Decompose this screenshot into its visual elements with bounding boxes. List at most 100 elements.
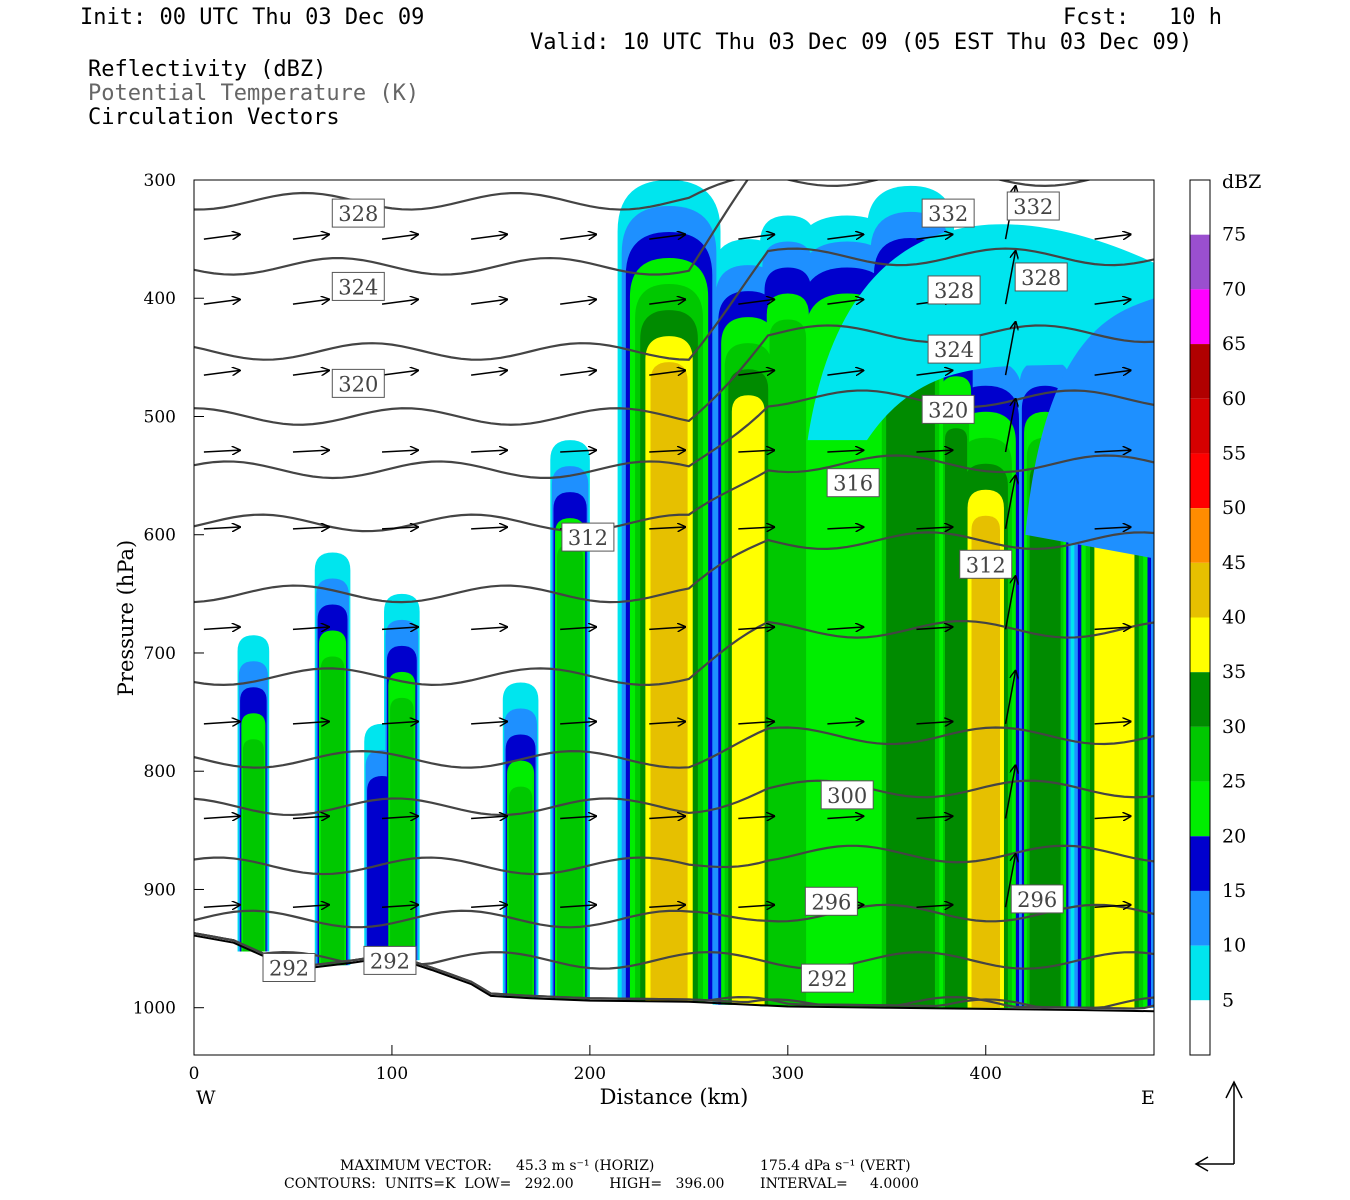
colorbar-level-label: 10: [1222, 935, 1246, 957]
circulation-vector: [1004, 854, 1016, 908]
colorbar-swatch: [1190, 289, 1210, 345]
theta-contour-label-box: [820, 780, 874, 810]
circulation-vector: [203, 234, 240, 239]
theta-contour: [194, 726, 1154, 769]
colorbar-swatch: [1190, 180, 1210, 235]
reflectivity-cell: [557, 544, 584, 1000]
theta-contour-label: 328: [1021, 266, 1061, 290]
colorbar-swatch: [1190, 617, 1210, 673]
circulation-vector: [292, 370, 329, 375]
circulation-vector: [292, 722, 329, 724]
colorbar-level-label: 25: [1222, 771, 1246, 793]
circulation-vector: [649, 450, 685, 452]
y-tick-label: 900: [144, 880, 176, 900]
circulation-vector: [203, 627, 240, 629]
circulation-vector: [1094, 527, 1131, 529]
circulation-vector: [381, 627, 418, 629]
circulation-vector: [203, 299, 240, 304]
x-tick-label: 200: [574, 1064, 606, 1084]
theta-contour-label-box: [959, 549, 1013, 579]
reflectivity-cell: [508, 786, 533, 998]
y-tick-label: 300: [144, 171, 176, 191]
field-label-vectors: Circulation Vectors: [88, 105, 340, 130]
colorbar-level-label: 45: [1222, 552, 1246, 574]
circulation-vector: [471, 370, 507, 375]
valid-time: Valid: 10 UTC Thu 03 Dec 09 (05 EST Thu …: [530, 30, 1193, 55]
circulation-vector: [203, 527, 240, 529]
y-axis-label: Pressure (hPa): [114, 540, 138, 696]
colorbar-swatch: [1190, 234, 1210, 290]
colorbar-level-label: 75: [1222, 224, 1246, 246]
y-tick-label: 800: [144, 762, 176, 782]
theta-contour: [194, 247, 1154, 361]
circulation-vector: [827, 816, 863, 818]
colorbar-level-label: 5: [1222, 989, 1234, 1011]
theta-contour-label: 320: [338, 372, 378, 396]
circulation-vector: [471, 450, 507, 452]
colorbar-unit: dBZ: [1222, 171, 1261, 193]
theta-contour: [194, 180, 749, 276]
circulation-vector: [916, 234, 952, 239]
reference-vector-arrow: [1194, 1080, 1243, 1172]
colorbar-swatch: [1190, 508, 1210, 563]
colorbar-level-label: 40: [1222, 607, 1246, 629]
circulation-vector: [292, 627, 329, 629]
colorbar-level-label: 70: [1222, 278, 1246, 300]
colorbar-level-label: 15: [1222, 880, 1246, 902]
reflectivity-cell: [1094, 430, 1135, 1008]
circulation-vector: [560, 370, 596, 375]
theta-contour-label-box: [921, 198, 975, 228]
circulation-vector: [560, 722, 596, 724]
theta-contour-label: 316: [833, 472, 873, 496]
plot-frame: [193, 179, 1155, 1056]
theta-contour-label-box: [262, 953, 316, 982]
circulation-vector: [1004, 576, 1016, 630]
theta-contour-label: 312: [568, 526, 608, 550]
field-label-reflectivity: Reflectivity (dBZ): [88, 57, 327, 82]
colorbar-swatch: [1190, 344, 1210, 399]
circulation-vector: [827, 450, 863, 452]
circulation-vector: [649, 370, 685, 375]
circulation-vector: [560, 234, 596, 239]
axes: 0 100 200 300 400 300 400 500 600 700 800 900 1000: [133, 171, 1002, 1084]
reflectivity-cell: [769, 319, 807, 1007]
max-vector-horiz: 45.3 m s⁻¹ (HORIZ): [516, 1158, 655, 1174]
circulation-vector: [738, 299, 774, 304]
circulation-vector: [1004, 765, 1016, 819]
colorbar-level-label: 35: [1222, 661, 1246, 683]
y-tick-label: 600: [144, 526, 176, 546]
circulation-vector: [827, 234, 863, 239]
colorbar-swatch: [1190, 836, 1210, 891]
theta-contour-label: 324: [338, 275, 378, 299]
circulation-vector: [203, 722, 240, 724]
colorbar-level-label: 65: [1222, 333, 1246, 355]
circulation-vector: [203, 816, 240, 818]
x-tick-label: 0: [189, 1064, 200, 1084]
theta-contour-labels: 328 324 320 312 316 332 332 328 328 324 320 312 300 2…: [262, 191, 1068, 993]
circulation-vector: [471, 816, 507, 818]
theta-contour-label-box: [363, 945, 417, 975]
theta-contour-label: 332: [928, 202, 968, 226]
theta-contour: [194, 531, 1154, 604]
circulation-vector: [203, 370, 240, 375]
theta-contour-label-box: [826, 468, 880, 498]
colorbar-frame: [1189, 179, 1211, 1056]
circulation-vector: [1094, 234, 1131, 239]
reflectivity-cell: [390, 697, 414, 961]
x-tick-label: 100: [376, 1064, 408, 1084]
x-tick-label: 300: [772, 1064, 804, 1084]
colorbar-swatch: [1190, 398, 1210, 454]
circulation-vector: [1094, 816, 1131, 818]
field-label-theta: Potential Temperature (K): [88, 81, 420, 106]
theta-contour-label-box: [1006, 191, 1060, 221]
circulation-vector: [1004, 399, 1016, 453]
circulation-vector: [560, 627, 596, 629]
circulation-vector: [1094, 299, 1131, 304]
max-vector-label: MAXIMUM VECTOR:: [340, 1158, 492, 1174]
circulation-vector: [649, 722, 685, 724]
circulation-vector: [471, 299, 507, 304]
max-vector-vert: 175.4 dPa s⁻¹ (VERT): [760, 1158, 911, 1174]
circulation-vector: [916, 627, 952, 629]
forecast-hour: Fcst: 10 h: [1063, 5, 1222, 30]
colorbar-level-label: 60: [1222, 388, 1246, 410]
